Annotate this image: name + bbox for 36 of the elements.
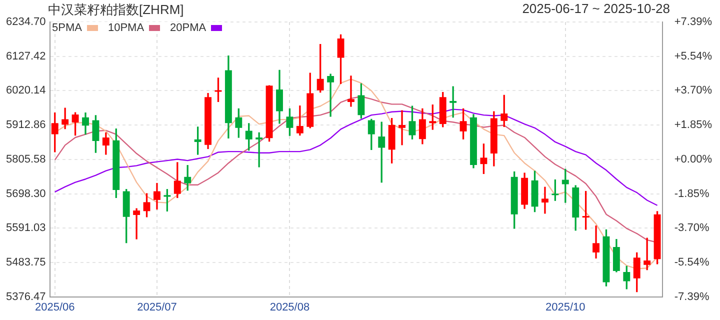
candlestick <box>327 74 334 117</box>
y-tick-label: 6234.70 <box>6 16 46 28</box>
y2-tick-label: +7.39% <box>674 16 712 28</box>
chart-subtitle: 2025-06-17 ~ 2025-10-28 <box>522 1 670 16</box>
y-tick-label: 5698.30 <box>6 188 46 200</box>
y2-tick-label: -3.70% <box>674 222 710 234</box>
y-tick-label: 5376.47 <box>6 290 46 303</box>
y2-tick-label: +0.00% <box>674 153 712 166</box>
x-tick-label: 2025/08 <box>270 301 310 314</box>
y2-tick-label: -1.85% <box>674 188 710 200</box>
y2-tick-label: -5.54% <box>674 256 710 268</box>
y2-tick-label: +5.54% <box>674 50 712 62</box>
candlestick <box>133 208 140 240</box>
x-tick-label: 2025/10 <box>546 301 586 314</box>
candlestick <box>256 132 263 168</box>
candlestick <box>348 76 354 107</box>
legend-label: 10PMA <box>108 22 144 34</box>
candlestick <box>450 86 457 118</box>
y2-tick-label: -7.39% <box>674 290 710 303</box>
candlestick <box>644 238 651 270</box>
y-tick-label: 6020.14 <box>6 84 46 97</box>
y-tick-label: 5805.58 <box>6 153 46 166</box>
chart-title: 中汉菜籽粕指数[ZHRM] <box>48 1 184 19</box>
candlestick <box>62 108 69 130</box>
x-tick-label: 2025/06 <box>34 301 75 314</box>
y-tick-label: 6127.42 <box>6 50 46 62</box>
y-tick-label: 5591.03 <box>6 222 46 234</box>
y-tick-label: 5912.86 <box>6 119 46 132</box>
y2-tick-label: +1.85% <box>674 119 712 132</box>
candlestick <box>398 110 406 146</box>
legend-label: 5PMA <box>52 22 82 34</box>
x-tick-label: 2025/07 <box>137 301 177 314</box>
candlestick <box>541 186 548 214</box>
y-tick-label: 5483.75 <box>6 256 46 268</box>
legend-label: 20PMA <box>170 22 206 34</box>
y2-tick-label: +3.70% <box>674 84 712 97</box>
